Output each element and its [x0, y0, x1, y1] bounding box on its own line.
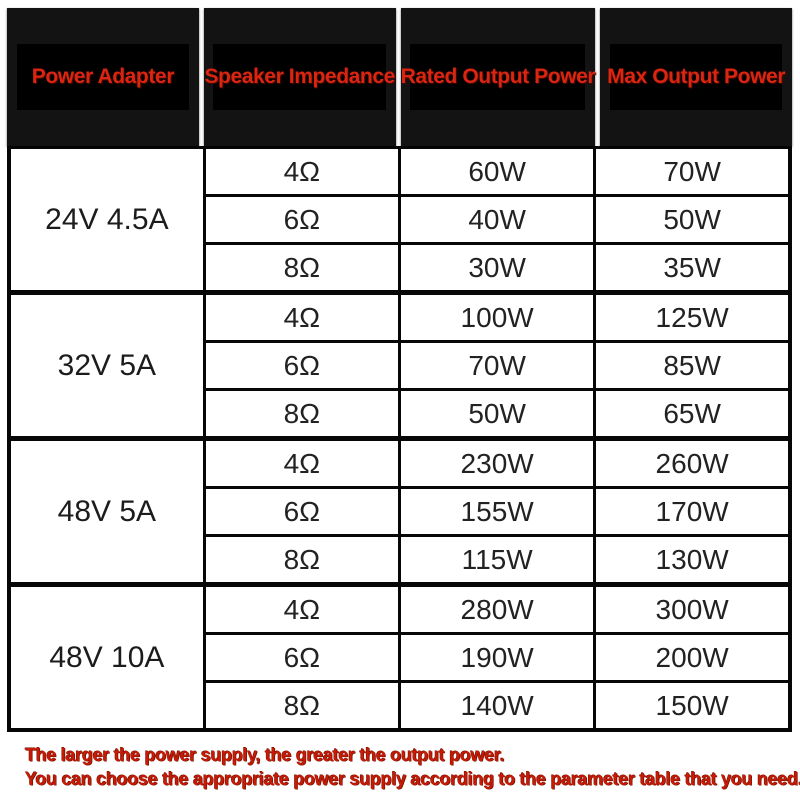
table-row: 48V 5A 4Ω 230W 260W: [7, 436, 792, 586]
impedance-cell: 8Ω: [202, 242, 402, 294]
impedance-cell: 8Ω: [202, 534, 402, 586]
header-cell-speaker-impedance: Speaker Impedance: [203, 8, 396, 146]
impedance-cell: 8Ω: [202, 388, 402, 440]
footer-note-line2: You can choose the appropriate power sup…: [25, 768, 800, 789]
header-cell-max-output-power: Max Output Power: [600, 8, 792, 146]
rated-power-cell: 280W: [397, 582, 597, 635]
table-row: 48V 10A 4Ω 280W 300W: [7, 582, 792, 732]
rated-power-cell: 60W: [397, 146, 597, 197]
rated-power-cell: 40W: [397, 194, 597, 245]
max-power-cell: 130W: [593, 534, 792, 586]
max-power-cell: 260W: [593, 436, 792, 489]
impedance-cell: 4Ω: [202, 290, 402, 343]
adapter-cell: 24V 4.5A: [7, 146, 206, 294]
max-power-cell: 150W: [593, 680, 792, 732]
rated-power-cell: 140W: [397, 680, 597, 732]
table-row: 8Ω 140W 150W: [9, 680, 792, 732]
rated-power-cell: 190W: [397, 632, 597, 683]
table-row: 6Ω 155W 170W: [9, 486, 792, 537]
table-row: 6Ω 70W 85W: [9, 340, 792, 391]
table-row: 8Ω 50W 65W: [9, 388, 792, 440]
table-row: 6Ω 40W 50W: [9, 194, 792, 245]
impedance-cell: 6Ω: [202, 340, 402, 391]
rated-power-cell: 115W: [397, 534, 597, 586]
table-header-row: Power Adapter Speaker Impedance Rated Ou…: [7, 8, 792, 146]
header-label-speaker-impedance: Speaker Impedance: [204, 65, 395, 88]
table-row: 24V 4.5A 4Ω 60W 70W: [7, 146, 792, 294]
table-row: 8Ω 30W 35W: [9, 242, 792, 294]
impedance-cell: 4Ω: [202, 146, 402, 197]
rated-power-cell: 155W: [397, 486, 597, 537]
rated-power-cell: 70W: [397, 340, 597, 391]
table-row: 6Ω 190W 200W: [9, 632, 792, 683]
footer-note-line1: The larger the power supply, the greater…: [25, 745, 505, 765]
rated-power-cell: 50W: [397, 388, 597, 440]
impedance-cell: 6Ω: [202, 632, 402, 683]
table-row: 8Ω 115W 130W: [9, 534, 792, 586]
max-power-cell: 35W: [593, 242, 792, 294]
impedance-cell: 4Ω: [202, 582, 402, 635]
max-power-cell: 125W: [593, 290, 792, 343]
adapter-cell: 32V 5A: [7, 290, 206, 440]
max-power-cell: 70W: [593, 146, 792, 197]
max-power-cell: 85W: [593, 340, 792, 391]
table-row: 32V 5A 4Ω 100W 125W: [7, 290, 792, 440]
impedance-cell: 4Ω: [202, 436, 402, 489]
max-power-cell: 50W: [593, 194, 792, 245]
max-power-cell: 170W: [593, 486, 792, 537]
rated-power-cell: 100W: [397, 290, 597, 343]
impedance-cell: 6Ω: [202, 194, 402, 245]
header-cell-rated-output-power: Rated Output Power: [400, 8, 596, 146]
adapter-cell: 48V 10A: [7, 582, 206, 732]
rated-power-cell: 230W: [397, 436, 597, 489]
adapter-cell: 48V 5A: [7, 436, 206, 586]
rated-power-cell: 30W: [397, 242, 597, 294]
header-label-max-output-power: Max Output Power: [607, 65, 786, 88]
impedance-cell: 6Ω: [202, 486, 402, 537]
impedance-cell: 8Ω: [202, 680, 402, 732]
max-power-cell: 300W: [593, 582, 792, 635]
spec-table: 24V 4.5A 4Ω 60W 70W 6Ω 40W 50W 8Ω 30W 35…: [7, 146, 792, 732]
footer-note: The larger the power supply, the greater…: [25, 745, 800, 789]
header-label-power-adapter: Power Adapter: [31, 65, 175, 88]
max-power-cell: 200W: [593, 632, 792, 683]
header-label-rated-output-power: Rated Output Power: [400, 65, 596, 88]
max-power-cell: 65W: [593, 388, 792, 440]
header-cell-power-adapter: Power Adapter: [7, 8, 199, 146]
